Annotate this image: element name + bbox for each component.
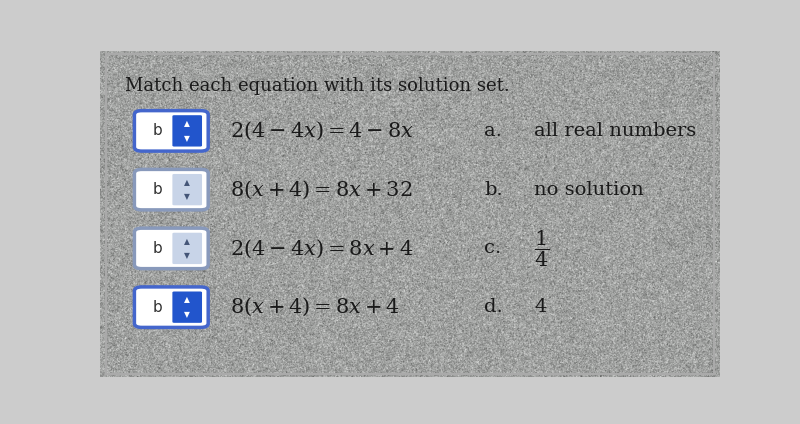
- Text: ▲: ▲: [184, 237, 190, 246]
- Text: b: b: [153, 300, 162, 315]
- Text: no solution: no solution: [534, 181, 644, 198]
- Text: b: b: [153, 241, 162, 256]
- Text: d.: d.: [485, 298, 503, 316]
- Text: $2(4 - 4x) = 8x + 4$: $2(4 - 4x) = 8x + 4$: [230, 237, 414, 259]
- FancyBboxPatch shape: [134, 170, 208, 210]
- FancyBboxPatch shape: [172, 233, 202, 264]
- FancyBboxPatch shape: [172, 115, 202, 147]
- FancyBboxPatch shape: [172, 174, 202, 205]
- FancyBboxPatch shape: [134, 228, 208, 269]
- Text: 4: 4: [534, 298, 546, 316]
- Text: ▲: ▲: [184, 119, 190, 128]
- Text: b: b: [153, 182, 162, 197]
- Text: all real numbers: all real numbers: [534, 122, 696, 140]
- Text: a.: a.: [485, 122, 502, 140]
- Text: b: b: [153, 123, 162, 138]
- Text: $\dfrac{1}{4}$: $\dfrac{1}{4}$: [534, 228, 550, 269]
- Text: ▼: ▼: [184, 251, 190, 260]
- Text: c.: c.: [485, 240, 502, 257]
- Text: $8(x + 4) = 8x + 32$: $8(x + 4) = 8x + 32$: [230, 179, 413, 201]
- FancyBboxPatch shape: [134, 111, 208, 151]
- Text: $2(4 - 4x) = 4 - 8x$: $2(4 - 4x) = 4 - 8x$: [230, 120, 414, 142]
- Text: ▼: ▼: [184, 134, 190, 142]
- Text: ▲: ▲: [184, 178, 190, 187]
- FancyBboxPatch shape: [134, 287, 208, 327]
- Text: ▼: ▼: [184, 192, 190, 201]
- Text: b.: b.: [485, 181, 503, 198]
- FancyBboxPatch shape: [172, 291, 202, 323]
- Text: ▼: ▼: [184, 310, 190, 319]
- Text: Match each equation with its solution set.: Match each equation with its solution se…: [125, 77, 510, 95]
- Text: ▲: ▲: [184, 296, 190, 304]
- Text: $8(x + 4) = 8x + 4$: $8(x + 4) = 8x + 4$: [230, 296, 400, 318]
